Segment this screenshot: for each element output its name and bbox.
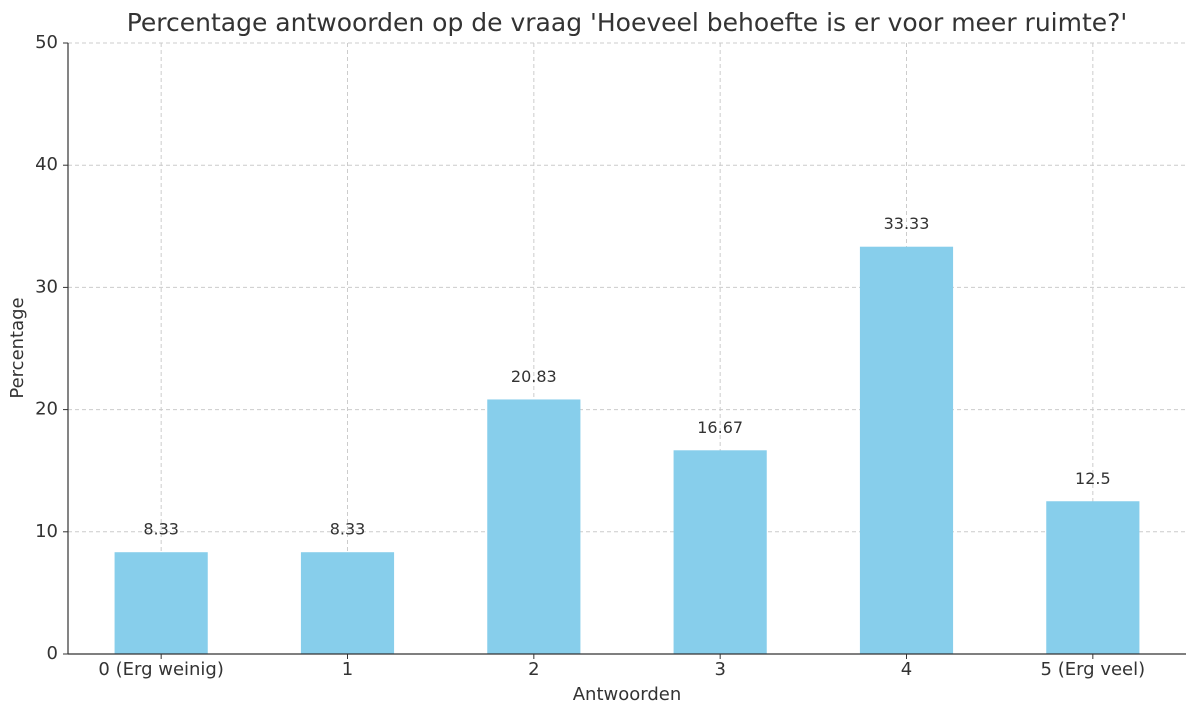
y-tick-label: 30: [35, 276, 58, 297]
data-label: 8.33: [330, 520, 366, 539]
bar: [673, 450, 767, 654]
data-label: 20.83: [511, 367, 557, 386]
bar: [487, 399, 581, 654]
y-tick-label: 10: [35, 521, 58, 542]
x-tick-label: 3: [714, 659, 725, 680]
data-label: 16.67: [697, 418, 743, 437]
x-axis-label: Antwoorden: [573, 684, 682, 705]
x-tick-label: 0 (Erg weinig): [98, 659, 223, 680]
y-axis-label: Percentage: [7, 297, 28, 398]
chart-title: Percentage antwoorden op de vraag 'Hoeve…: [127, 8, 1128, 37]
x-tick-label: 2: [528, 659, 539, 680]
x-tick-label: 5 (Erg veel): [1041, 659, 1146, 680]
y-tick-label: 20: [35, 399, 58, 420]
y-tick-label: 0: [47, 643, 58, 664]
data-label: 12.5: [1075, 469, 1111, 488]
bar: [114, 552, 208, 654]
data-label: 8.33: [143, 520, 179, 539]
bar: [300, 552, 395, 654]
bar: [859, 246, 954, 654]
x-tick-label: 1: [342, 659, 353, 680]
y-tick-label: 40: [35, 154, 58, 175]
data-label: 33.33: [884, 214, 930, 233]
y-tick-label: 50: [35, 32, 58, 53]
x-tick-label: 4: [901, 659, 912, 680]
bar: [1046, 501, 1140, 654]
